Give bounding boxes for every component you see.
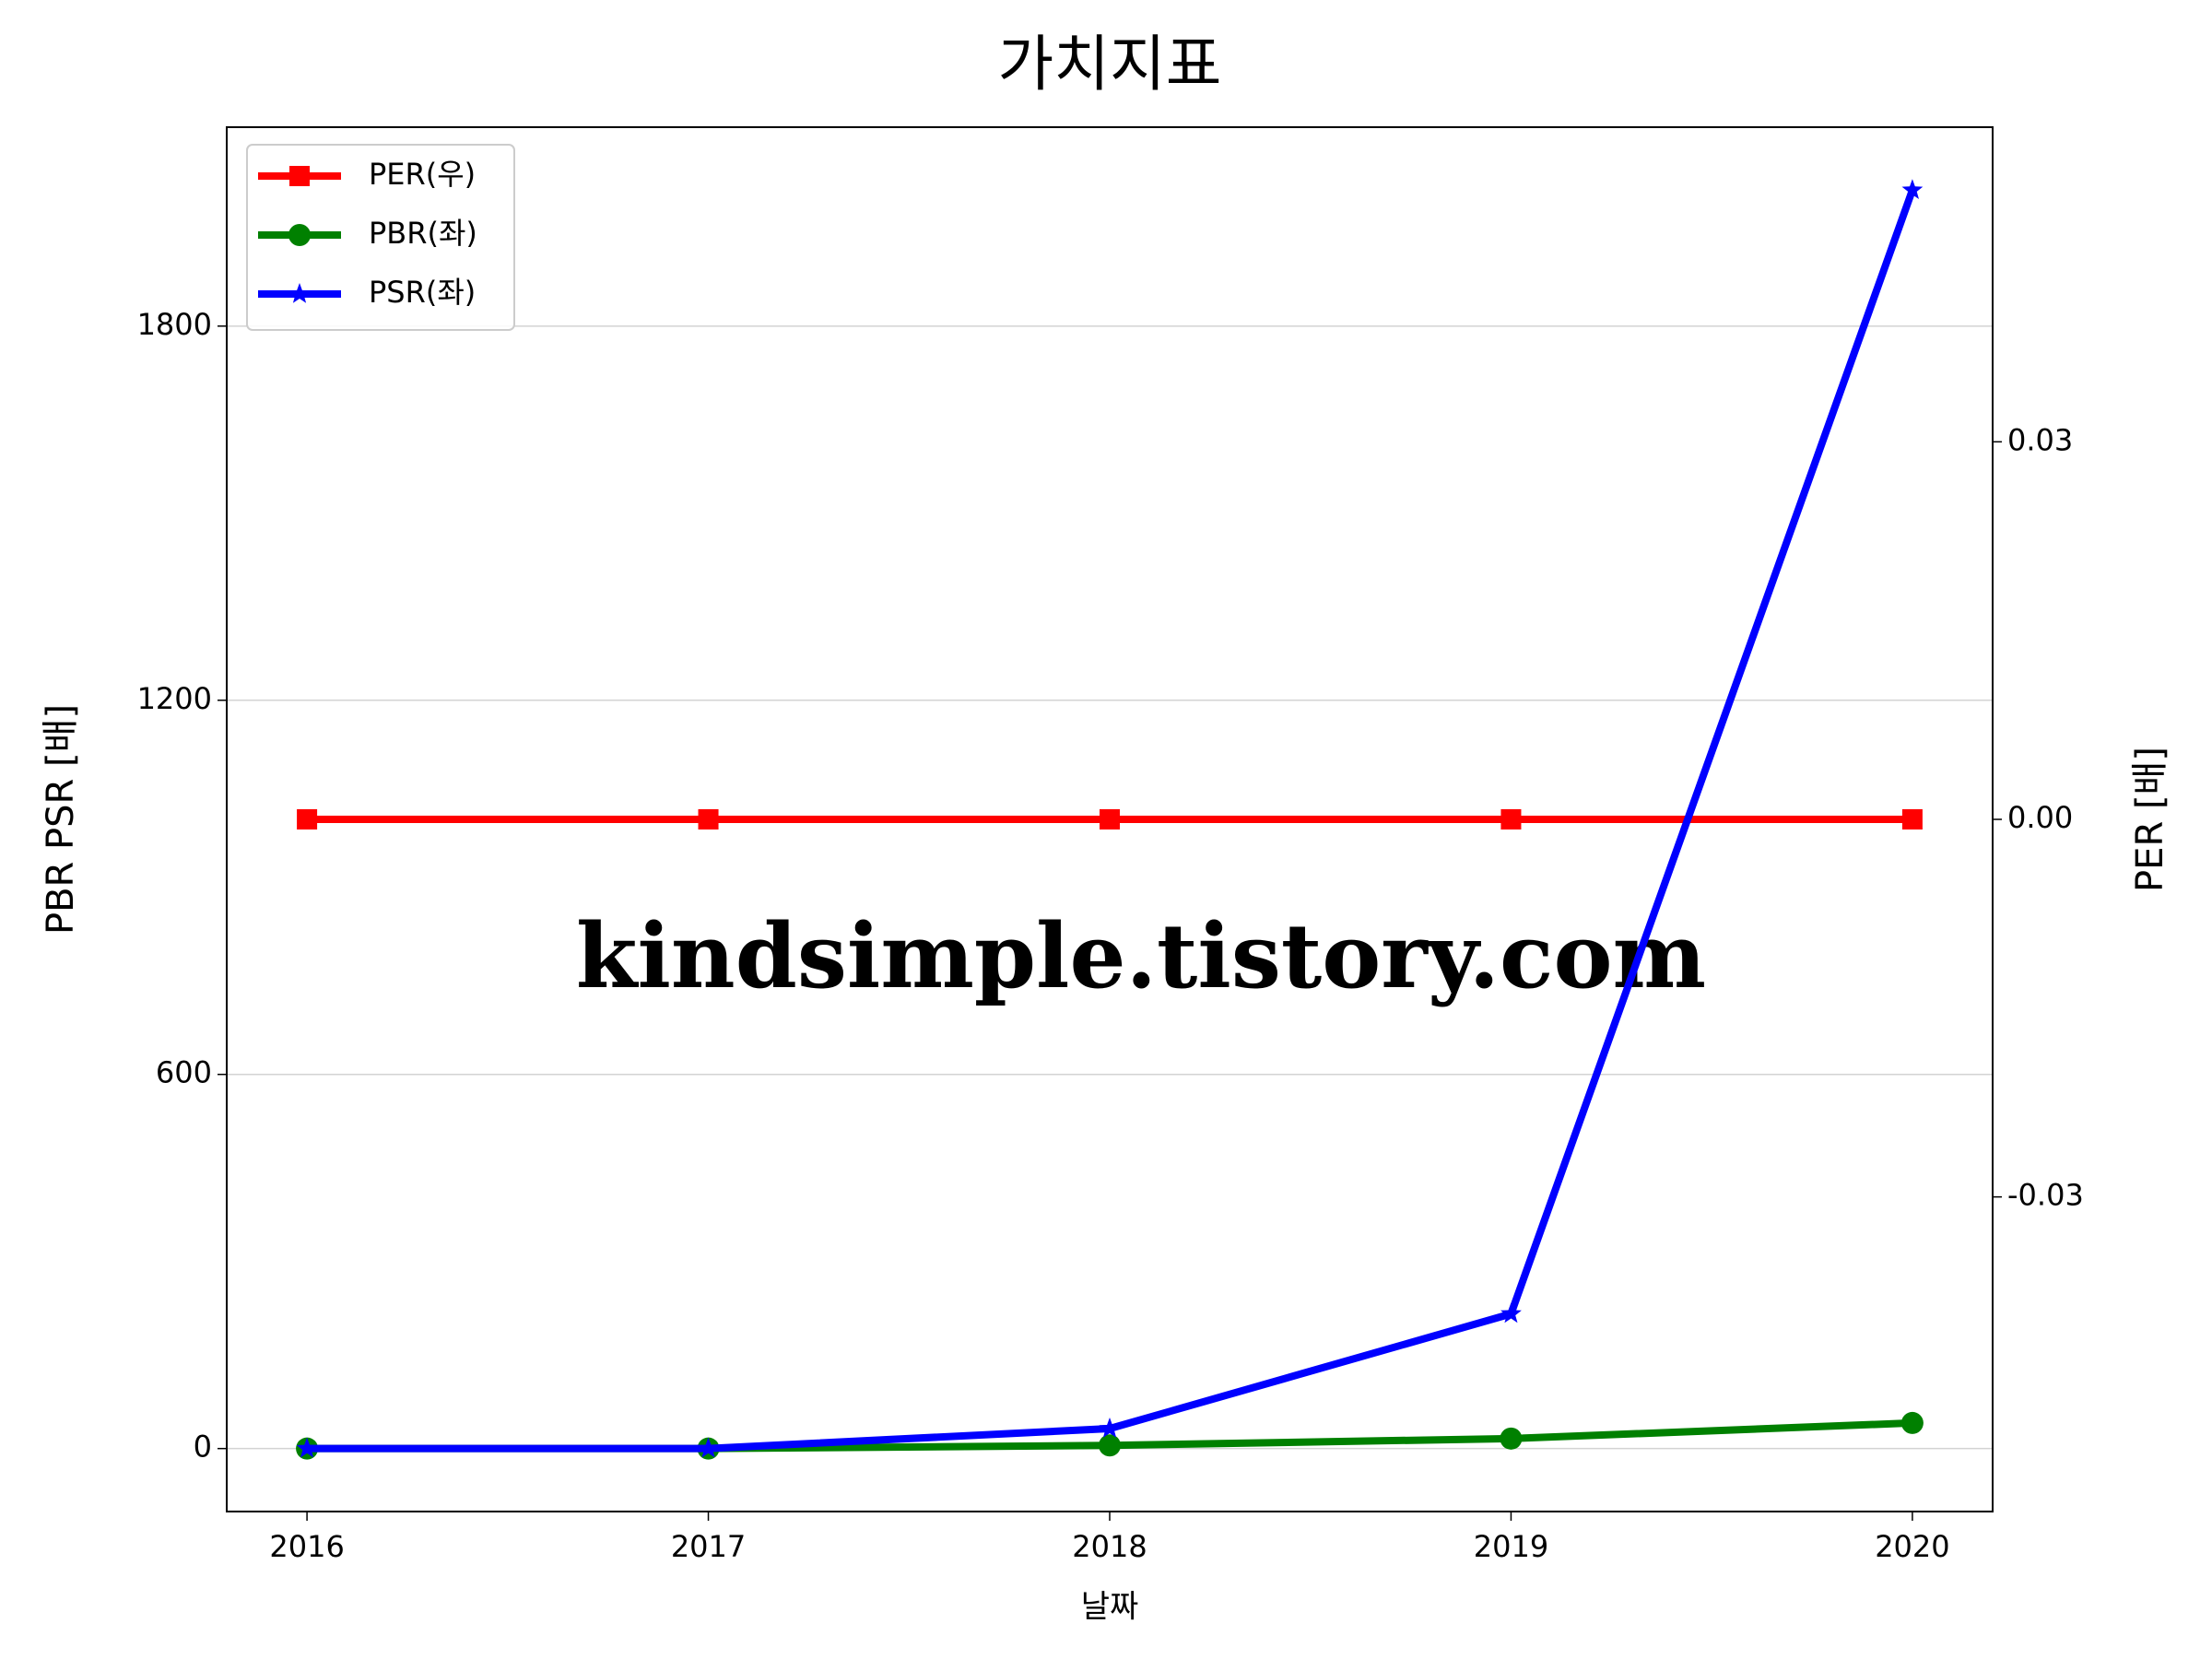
- x-tick-label: 2020: [1875, 1529, 1949, 1564]
- legend-label: PER(우): [369, 157, 476, 192]
- legend-marker: [288, 283, 311, 303]
- series-marker: [1500, 809, 1522, 830]
- legend-marker: [289, 166, 310, 186]
- series-marker: [1500, 1302, 1522, 1324]
- chart-title: 가치지표: [998, 29, 1222, 100]
- x-tick-label: 2017: [671, 1529, 746, 1564]
- y2-tick-label: 0.00: [2007, 800, 2073, 835]
- y-tick-label: 1800: [137, 307, 212, 342]
- legend-marker: [288, 224, 311, 246]
- series-marker: [1500, 1427, 1523, 1450]
- y-tick-label: 1200: [137, 681, 212, 716]
- y-axis-label: PBR PSR [배]: [40, 704, 82, 935]
- series-marker: [1100, 809, 1120, 830]
- series-marker: [698, 809, 719, 830]
- series-marker: [296, 1437, 318, 1458]
- x-tick-label: 2016: [269, 1529, 344, 1564]
- series-marker: [1901, 179, 1924, 199]
- y-tick-label: 0: [194, 1430, 212, 1465]
- x-tick-label: 2018: [1072, 1529, 1147, 1564]
- y2-tick-label: 0.03: [2007, 422, 2073, 457]
- y2-tick-label: -0.03: [2007, 1178, 2084, 1213]
- series-marker: [297, 809, 318, 830]
- watermark: kindsimple.tistory.com: [576, 904, 1706, 1008]
- y-tick-label: 600: [156, 1055, 212, 1090]
- x-axis-label: 날짜: [1081, 1589, 1139, 1626]
- series-marker: [698, 1437, 719, 1458]
- series-marker: [1900, 1411, 1924, 1434]
- legend-label: PBR(좌): [369, 216, 477, 251]
- series-marker: [1099, 1418, 1121, 1438]
- series-marker: [1901, 809, 1923, 830]
- plot-frame: [226, 126, 1994, 1512]
- y2-axis-label: PER [배]: [2129, 747, 2171, 892]
- series-marker: [1099, 1434, 1121, 1457]
- legend-box: [246, 144, 515, 331]
- legend-label: PSR(좌): [369, 275, 476, 310]
- x-tick-label: 2019: [1474, 1529, 1548, 1564]
